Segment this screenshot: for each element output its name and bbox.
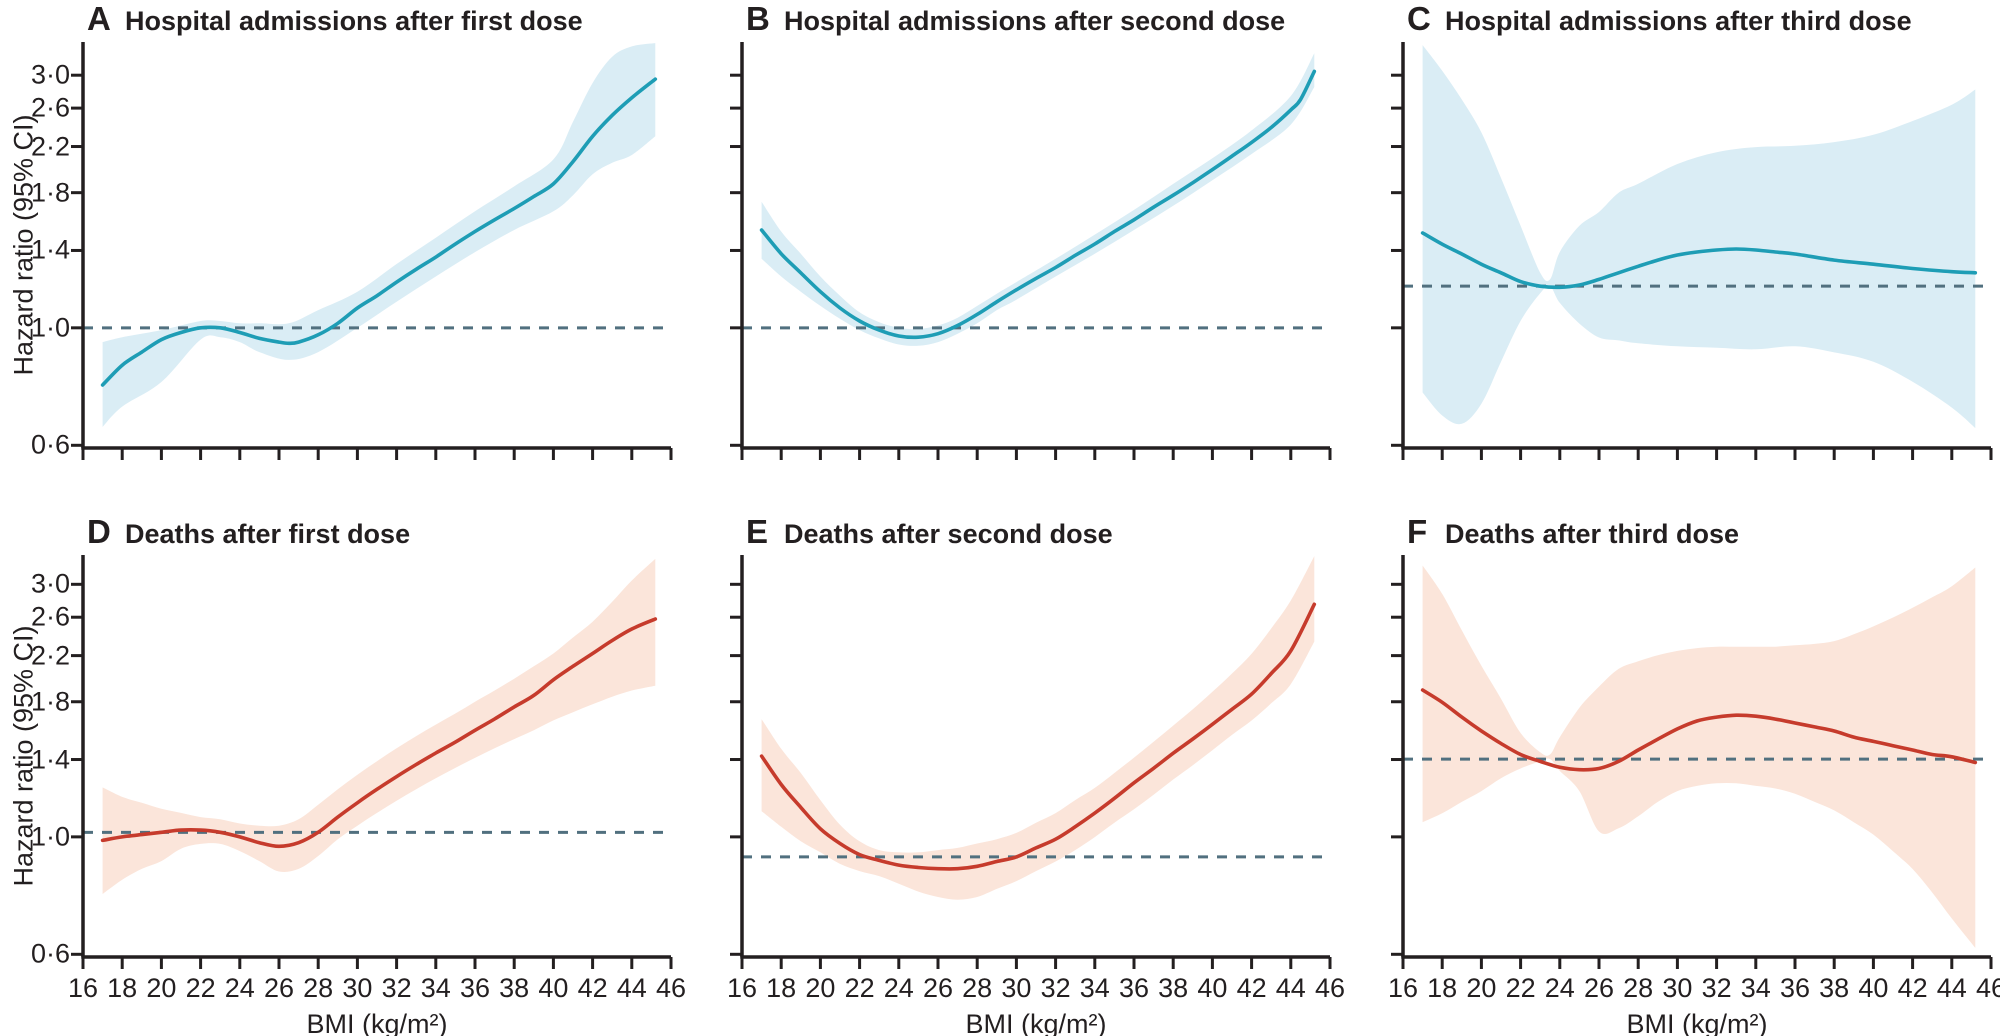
y-tick-label: 3·0: [30, 59, 70, 90]
panel-B: [730, 42, 1332, 460]
panel-letter: C: [1407, 0, 1431, 37]
confidence-band: [761, 556, 1315, 900]
x-tick-label: 30: [342, 973, 373, 1003]
hazard-curve: [100, 77, 658, 387]
y-tick-label: 2·6: [30, 601, 70, 632]
panel-title: Hospital admissions after second dose: [784, 6, 1286, 36]
panel-C: [1391, 42, 1993, 460]
x-tick-label: 20: [146, 973, 177, 1003]
x-tick-label: 40: [538, 973, 569, 1003]
x-tick-label: 32: [381, 973, 412, 1003]
confidence-band: [102, 43, 656, 427]
x-tick-label: 22: [1505, 973, 1536, 1003]
x-tick-label: 44: [1936, 973, 1967, 1003]
y-tick-label: 1·4: [30, 744, 70, 775]
y-tick-label: 1·0: [30, 312, 70, 343]
hazard-curve: [759, 602, 1317, 871]
x-tick-label: 16: [1387, 973, 1419, 1003]
panel-letter: B: [746, 0, 770, 37]
x-tick-label: 20: [1466, 973, 1497, 1003]
x-tick-label: 32: [1040, 973, 1071, 1003]
panel-A: [71, 42, 673, 460]
x-tick-label: 36: [1779, 973, 1811, 1003]
y-tick-label: 1·0: [30, 821, 70, 852]
x-tick-label: 30: [1662, 973, 1693, 1003]
x-tick-label: 38: [1158, 973, 1189, 1003]
panel-letter: A: [87, 0, 111, 37]
x-tick-label: 38: [499, 973, 530, 1003]
panel-title: Deaths after second dose: [784, 519, 1113, 549]
x-tick-label: 28: [962, 973, 993, 1003]
panel-title: Hospital admissions after first dose: [125, 6, 583, 36]
x-tick-label: 18: [107, 973, 138, 1003]
y-tick-label: 2·2: [30, 640, 70, 671]
x-tick-label: 40: [1858, 973, 1889, 1003]
y-axis-title: Hazard ratio (95% CI): [8, 625, 39, 887]
confidence-band: [102, 558, 656, 894]
x-tick-label: 30: [1001, 973, 1032, 1003]
y-tick-label: 1·4: [30, 234, 70, 265]
hazard-curve: [1420, 688, 1978, 772]
hazard-curve: [1420, 231, 1978, 290]
x-tick-label: 44: [1275, 973, 1306, 1003]
panel-F: [1391, 555, 1993, 969]
x-tick-label: 32: [1701, 973, 1732, 1003]
x-tick-label: 46: [1314, 973, 1346, 1003]
x-tick-label: 26: [263, 973, 295, 1003]
y-tick-label: 2·6: [30, 92, 70, 123]
x-tick-label: 42: [1897, 973, 1928, 1003]
panel-title: Hospital admissions after third dose: [1445, 6, 1912, 36]
x-tick-label: 22: [844, 973, 875, 1003]
x-tick-label: 28: [1623, 973, 1654, 1003]
y-tick-label: 0·6: [30, 429, 70, 460]
x-tick-label: 38: [1819, 973, 1850, 1003]
x-tick-label: 24: [883, 973, 914, 1003]
x-tick-label: 46: [655, 973, 687, 1003]
x-tick-label: 42: [1236, 973, 1267, 1003]
panel-title: Deaths after first dose: [125, 519, 411, 549]
x-tick-label: 34: [1740, 973, 1771, 1003]
panel-E: [730, 555, 1332, 969]
y-axis-title: Hazard ratio (95% CI): [8, 114, 39, 376]
x-tick-label: 18: [1427, 973, 1458, 1003]
panel-letter: E: [746, 513, 769, 550]
panel-letter: D: [87, 513, 111, 550]
hazard-curve: [100, 617, 658, 849]
confidence-band: [761, 53, 1315, 346]
x-axis-title: BMI (kg/m²): [1626, 1009, 1768, 1036]
y-tick-label: 1·8: [30, 686, 70, 717]
panel-D: [71, 555, 673, 969]
x-tick-label: 16: [726, 973, 758, 1003]
x-tick-label: 44: [616, 973, 647, 1003]
x-tick-label: 24: [1544, 973, 1575, 1003]
x-tick-label: 16: [67, 973, 99, 1003]
x-tick-label: 34: [1079, 973, 1110, 1003]
y-tick-label: 2·2: [30, 131, 70, 162]
hazard-curve: [759, 69, 1317, 340]
y-tick-label: 1·8: [30, 177, 70, 208]
x-tick-label: 26: [1583, 973, 1615, 1003]
x-tick-label: 42: [577, 973, 608, 1003]
x-tick-label: 20: [805, 973, 836, 1003]
x-tick-label: 40: [1197, 973, 1228, 1003]
x-tick-label: 46: [1975, 973, 2000, 1003]
panel-letter: F: [1407, 513, 1428, 550]
x-axis-title: BMI (kg/m²): [306, 1009, 448, 1036]
x-tick-label: 26: [922, 973, 954, 1003]
panel-title: Deaths after third dose: [1445, 519, 1740, 549]
confidence-band: [1422, 565, 1976, 948]
x-tick-label: 36: [459, 973, 491, 1003]
x-tick-label: 24: [224, 973, 255, 1003]
x-tick-label: 22: [185, 973, 216, 1003]
x-tick-label: 36: [1118, 973, 1150, 1003]
confidence-band: [1422, 45, 1976, 429]
x-tick-label: 28: [303, 973, 334, 1003]
x-tick-label: 18: [766, 973, 797, 1003]
y-tick-label: 3·0: [30, 568, 70, 599]
y-tick-label: 0·6: [30, 938, 70, 969]
x-tick-label: 34: [420, 973, 451, 1003]
x-axis-title: BMI (kg/m²): [965, 1009, 1107, 1036]
